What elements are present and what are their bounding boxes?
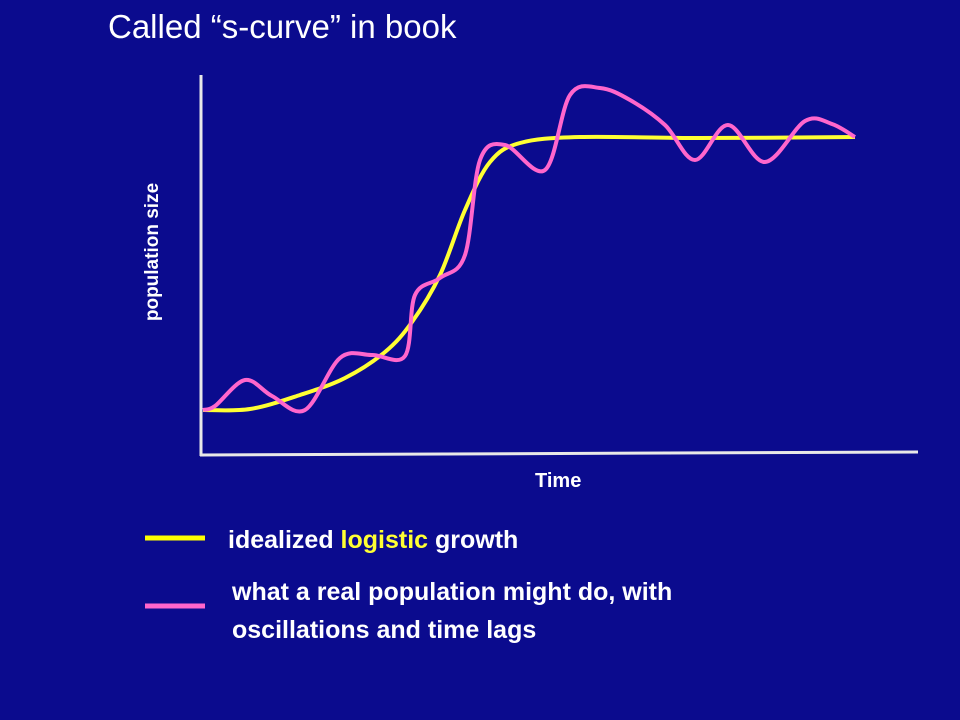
logistic-curve xyxy=(202,134,856,413)
x-axis-label: Time xyxy=(535,470,582,492)
x-axis xyxy=(199,450,919,457)
legend-logistic: idealized logistic growth xyxy=(228,526,518,555)
legend-highlight: logistic xyxy=(340,526,429,554)
legend-real-line: oscillations and time lags xyxy=(232,616,537,644)
legend-text: growth xyxy=(428,526,519,554)
real-curve xyxy=(202,84,857,414)
legend-text: idealized xyxy=(228,526,341,554)
legend-real-line: what a real population might do, with xyxy=(232,578,673,606)
title: Called “s-curve” in book xyxy=(108,8,457,45)
y-axis-label: population size xyxy=(142,182,163,322)
